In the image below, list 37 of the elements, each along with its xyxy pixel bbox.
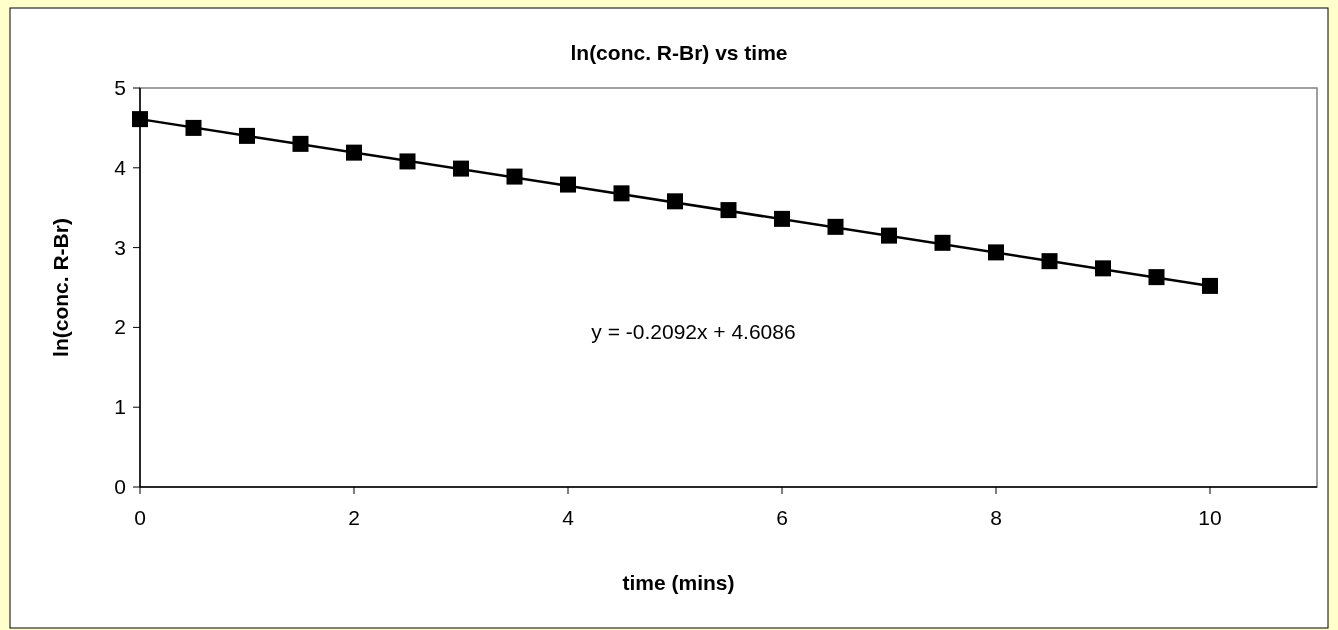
- point: [988, 244, 1004, 261]
- point: [720, 202, 737, 219]
- point: [560, 176, 576, 193]
- point: [292, 135, 309, 152]
- x-tick-label: 0: [134, 506, 146, 529]
- x-tick-label: 4: [562, 506, 575, 529]
- point: [346, 144, 362, 161]
- y-tick-label: 0: [114, 475, 126, 498]
- x-tick-label: 2: [348, 506, 360, 529]
- point: [132, 111, 148, 128]
- annotation: y = -0.2092x + 4.6086: [591, 320, 796, 344]
- x-tick-label: 6: [776, 506, 788, 529]
- point: [667, 193, 683, 210]
- y-tick-label: 5: [114, 76, 126, 99]
- x-tick-label: 10: [1198, 506, 1222, 529]
- point: [1148, 269, 1165, 286]
- y-tick-label: 4: [114, 155, 127, 179]
- point: [239, 127, 255, 144]
- point: [185, 119, 202, 136]
- point: [827, 218, 844, 235]
- point: [1041, 253, 1058, 270]
- point: [934, 234, 951, 251]
- point: [1202, 277, 1218, 294]
- point: [453, 160, 469, 177]
- point: [1095, 260, 1111, 277]
- point: [881, 227, 897, 244]
- point: [399, 153, 416, 170]
- chart-title: ln(conc. R-Br) vs time: [570, 41, 788, 64]
- y-tick-label: 1: [114, 395, 126, 419]
- y-tick-label: 3: [114, 235, 126, 259]
- point: [506, 168, 523, 185]
- x-tick-label: 8: [990, 506, 1002, 529]
- point: [613, 185, 630, 202]
- point: [774, 210, 790, 227]
- y-axis-title: ln(conc. R-Br): [49, 218, 72, 357]
- x-axis-title: time (mins): [622, 571, 735, 594]
- y-tick-label: 2: [114, 315, 126, 339]
